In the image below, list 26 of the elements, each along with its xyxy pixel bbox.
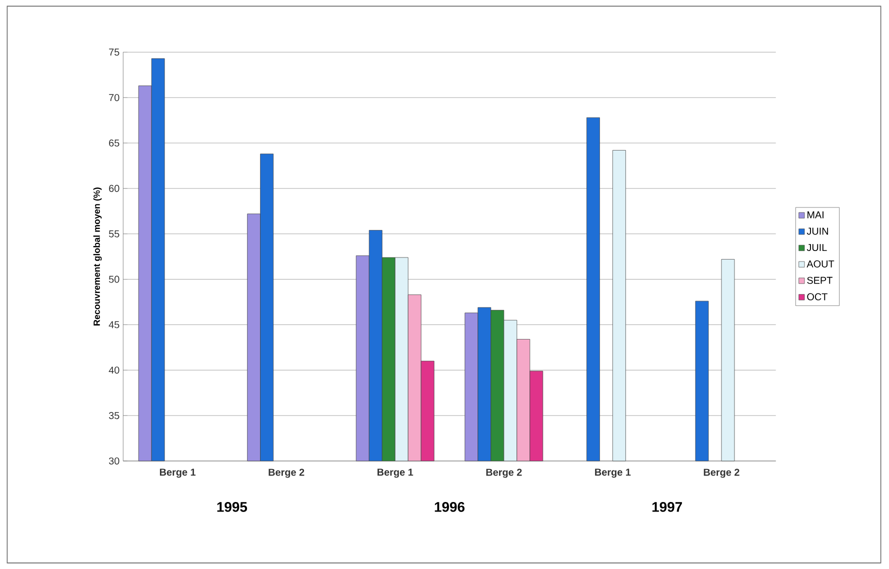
y-axis-title: Recouvrement global moyen (%) [93, 187, 102, 326]
y-tick-label: 30 [108, 457, 120, 464]
legend-label: AOUT [806, 260, 834, 268]
legend-label: JUIL [806, 244, 827, 251]
y-tick-label: 50 [108, 276, 120, 283]
y-tick-label: 55 [108, 230, 120, 238]
y-tick-label: 40 [108, 366, 120, 374]
text: 1995 [217, 502, 248, 512]
x-tick-label: Berge 1 [160, 468, 196, 478]
y-tick-label: 60 [109, 184, 120, 192]
x-tick-label: Berge 2 [704, 468, 740, 478]
legend-label: SEPT [807, 276, 832, 284]
x-tick-label: Berge 2 [486, 468, 522, 478]
text: 1996 [434, 502, 464, 512]
y-tick-label: 65 [109, 139, 120, 146]
x-tick-label: Berge 1 [378, 468, 414, 478]
text: 1997 [652, 502, 682, 512]
x-tick-label: Berge 2 [268, 468, 304, 478]
y-tick-label: 35 [108, 412, 120, 420]
legend-label: OCT [807, 293, 828, 300]
y-tick-label: 75 [109, 48, 120, 56]
legend-label: JUIN [806, 228, 828, 235]
y-tick-label: 70 [109, 94, 120, 102]
legend-label: MAI [807, 211, 824, 218]
y-tick-label: 45 [108, 321, 120, 328]
x-tick-label: Berge 1 [595, 468, 631, 478]
